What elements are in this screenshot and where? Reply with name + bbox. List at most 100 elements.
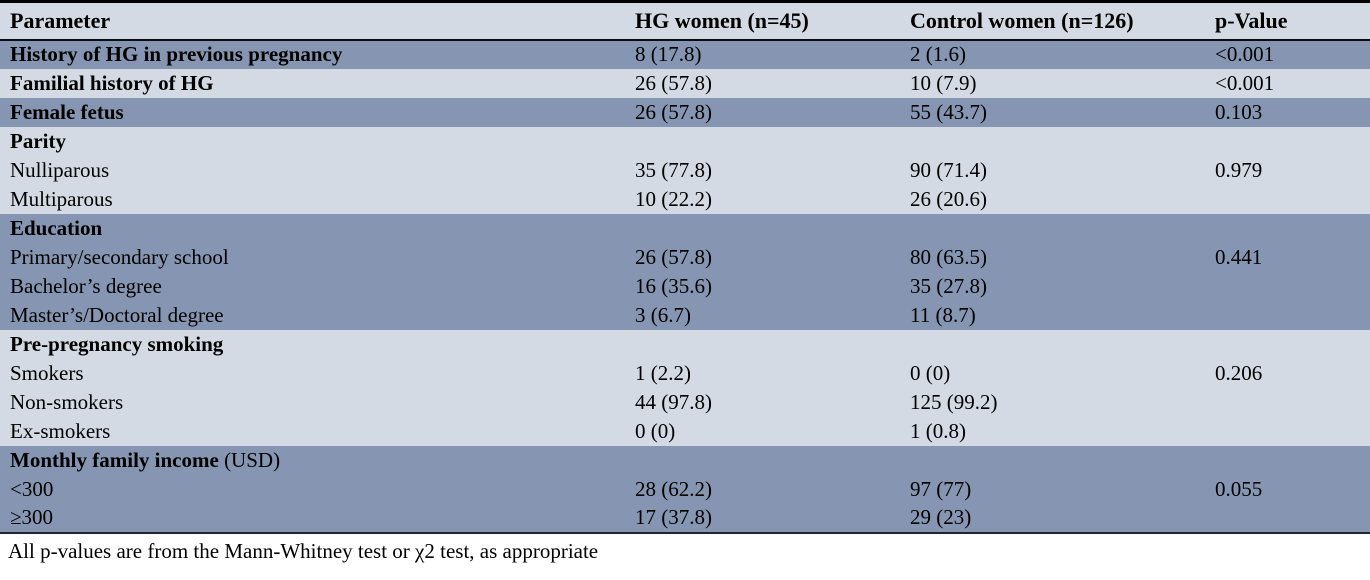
p-value-cell: 0.055 xyxy=(1205,474,1370,504)
parameter-label: Nulliparous xyxy=(10,157,110,182)
control-women-cell: 80 (63.5) xyxy=(900,242,1205,272)
hg-women-cell: 1 (2.2) xyxy=(625,358,900,388)
header-row: Parameter HG women (n=45) Control women … xyxy=(0,1,1370,41)
table-row: Female fetus 26 (57.8) 55 (43.7) 0.103 xyxy=(0,97,1370,127)
column-header-parameter: Parameter xyxy=(0,1,625,41)
parameter-label: Primary/secondary school xyxy=(10,244,229,269)
parameter-cell: Master’s/Doctoral degree xyxy=(0,300,625,330)
hg-women-cell xyxy=(625,213,900,243)
parameter-label: Education xyxy=(10,215,103,240)
parameter-cell: Monthly family income (USD) xyxy=(0,445,625,475)
parameter-label: History of HG in previous pregnancy xyxy=(10,42,343,66)
table-row: Education xyxy=(0,213,1370,243)
parameter-label: Female fetus xyxy=(10,99,124,124)
parameter-cell: Bachelor’s degree xyxy=(0,271,625,301)
parameter-cell: Primary/secondary school xyxy=(0,242,625,272)
p-value-cell: 0.979 xyxy=(1205,155,1370,185)
parameter-label: Ex-smokers xyxy=(10,418,111,443)
table-row: Primary/secondary school 26 (57.8) 80 (63.… xyxy=(0,242,1370,272)
p-value-cell xyxy=(1205,329,1370,359)
table-row: History of HG in previous pregnancy 8 (17… xyxy=(0,39,1370,69)
hg-women-cell: 26 (57.8) xyxy=(625,242,900,272)
hg-women-cell: 3 (6.7) xyxy=(625,300,900,330)
table-row: ≥300 17 (37.8) 29 (23) xyxy=(0,503,1370,534)
control-women-cell: 0 (0) xyxy=(900,358,1205,388)
parameter-label: Non-smokers xyxy=(10,389,124,414)
control-women-cell: 2 (1.6) xyxy=(900,39,1205,69)
control-women-cell: 90 (71.4) xyxy=(900,155,1205,185)
table-body: History of HG in previous pregnancy 8 (17… xyxy=(0,39,1370,534)
parameter-cell: Pre-pregnancy smoking xyxy=(0,329,625,359)
p-value-cell: 0.103 xyxy=(1205,97,1370,127)
hg-women-cell: 8 (17.8) xyxy=(625,39,900,69)
table-row: Non-smokers 44 (97.8) 125 (99.2) xyxy=(0,387,1370,417)
table-header: Parameter HG women (n=45) Control women … xyxy=(0,1,1370,41)
table-footnote: All p-values are from the Mann-Whitney t… xyxy=(0,533,1370,564)
parameter-label: Bachelor’s degree xyxy=(10,273,162,298)
parameter-label: Monthly family income xyxy=(10,447,219,472)
table-row: Nulliparous 35 (77.8) 90 (71.4) 0.979 xyxy=(0,155,1370,185)
p-value-cell xyxy=(1205,126,1370,156)
table-row: Multiparous 10 (22.2) 26 (20.6) xyxy=(0,184,1370,214)
table-row: Monthly family income (USD) xyxy=(0,445,1370,475)
hg-women-cell: 16 (35.6) xyxy=(625,271,900,301)
parameter-label: Familial history of HG xyxy=(10,70,214,95)
p-value-cell xyxy=(1205,416,1370,446)
hg-women-cell: 17 (37.8) xyxy=(625,503,900,534)
table-row: Bachelor’s degree 16 (35.6) 35 (27.8) xyxy=(0,271,1370,301)
hg-women-cell: 26 (57.8) xyxy=(625,97,900,127)
hg-women-cell: 26 (57.8) xyxy=(625,68,900,98)
hg-women-cell: 10 (22.2) xyxy=(625,184,900,214)
parameter-cell: Ex-smokers xyxy=(0,416,625,446)
control-women-cell: 10 (7.9) xyxy=(900,68,1205,98)
table-row: Master’s/Doctoral degree 3 (6.7) 11 (8.7) xyxy=(0,300,1370,330)
hg-women-cell: 28 (62.2) xyxy=(625,474,900,504)
control-women-cell: 1 (0.8) xyxy=(900,416,1205,446)
hg-women-cell: 35 (77.8) xyxy=(625,155,900,185)
parameter-label: ≥300 xyxy=(10,505,54,529)
column-header-p-value: p-Value xyxy=(1205,1,1370,41)
hg-women-cell: 0 (0) xyxy=(625,416,900,446)
parameter-cell: Nulliparous xyxy=(0,155,625,185)
parameter-cell: History of HG in previous pregnancy xyxy=(0,39,625,69)
control-women-cell xyxy=(900,213,1205,243)
control-women-cell xyxy=(900,445,1205,475)
control-women-cell: 26 (20.6) xyxy=(900,184,1205,214)
control-women-cell xyxy=(900,126,1205,156)
parameter-cell: Multiparous xyxy=(0,184,625,214)
parameter-label: Pre-pregnancy smoking xyxy=(10,331,224,356)
p-value-cell xyxy=(1205,271,1370,301)
parameter-cell: ≥300 xyxy=(0,503,625,534)
p-value-cell xyxy=(1205,213,1370,243)
p-value-cell: 0.206 xyxy=(1205,358,1370,388)
p-value-cell: <0.001 xyxy=(1205,39,1370,69)
control-women-cell xyxy=(900,329,1205,359)
table-row: <300 28 (62.2) 97 (77) 0.055 xyxy=(0,474,1370,504)
p-value-cell xyxy=(1205,300,1370,330)
p-value-cell xyxy=(1205,387,1370,417)
p-value-cell: <0.001 xyxy=(1205,68,1370,98)
p-value-cell xyxy=(1205,445,1370,475)
parameter-label: Smokers xyxy=(10,360,84,385)
hg-women-cell xyxy=(625,445,900,475)
parameter-label: Multiparous xyxy=(10,186,113,211)
hg-women-cell: 44 (97.8) xyxy=(625,387,900,417)
parameter-label-suffix: (USD) xyxy=(218,447,281,472)
control-women-cell: 55 (43.7) xyxy=(900,97,1205,127)
table-row: Ex-smokers 0 (0) 1 (0.8) xyxy=(0,416,1370,446)
parameter-cell: Education xyxy=(0,213,625,243)
p-value-cell: 0.441 xyxy=(1205,242,1370,272)
control-women-cell: 29 (23) xyxy=(900,503,1205,534)
parameter-cell: Parity xyxy=(0,126,625,156)
table-row: Familial history of HG 26 (57.8) 10 (7.9) <… xyxy=(0,68,1370,98)
parameter-label: <300 xyxy=(10,476,54,501)
p-value-cell xyxy=(1205,184,1370,214)
parameter-label: Parity xyxy=(10,128,66,153)
parameter-cell: <300 xyxy=(0,474,625,504)
hg-women-cell xyxy=(625,126,900,156)
control-women-cell: 35 (27.8) xyxy=(900,271,1205,301)
parameter-cell: Female fetus xyxy=(0,97,625,127)
parameter-cell: Familial history of HG xyxy=(0,68,625,98)
table-row: Parity xyxy=(0,126,1370,156)
table-row: Pre-pregnancy smoking xyxy=(0,329,1370,359)
